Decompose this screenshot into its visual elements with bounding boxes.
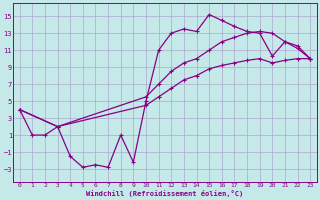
X-axis label: Windchill (Refroidissement éolien,°C): Windchill (Refroidissement éolien,°C)	[86, 190, 244, 197]
